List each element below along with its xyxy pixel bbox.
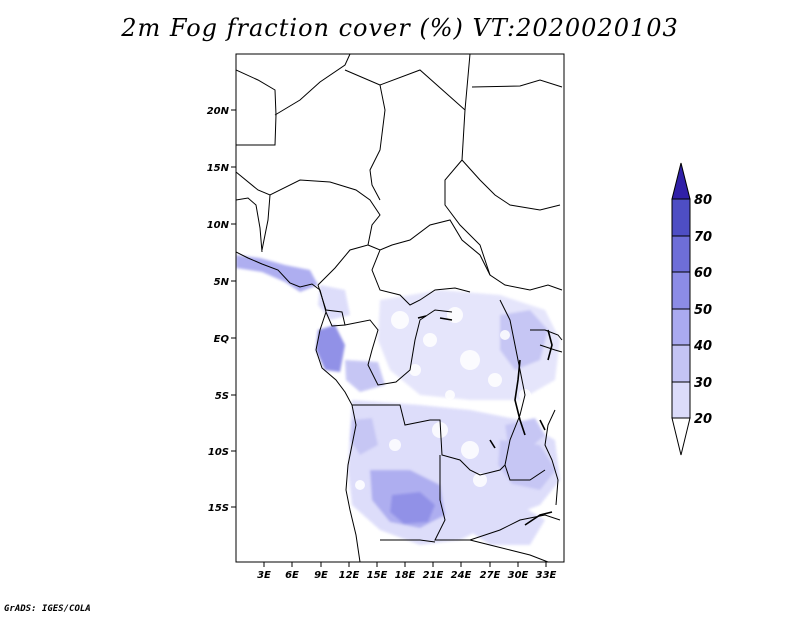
colorbar-segment (671, 344, 691, 383)
latitude-axis: 20N 15N 10N 5N EQ 5S 10S 15S (207, 106, 236, 514)
lat-label: 5N (214, 277, 230, 288)
fog-area-core-50 (390, 492, 435, 524)
lon-label: 18E (395, 570, 416, 581)
fog-gaps (355, 307, 531, 490)
lon-label: 9E (314, 570, 328, 581)
lon-label: 12E (339, 570, 360, 581)
lon-label: 33E (536, 570, 557, 581)
lat-label: 5S (215, 391, 229, 402)
colorbar-label: 40 (693, 339, 712, 354)
colorbar-top-cap (671, 162, 691, 200)
colorbar-label: 80 (694, 193, 712, 208)
fog-area-cameroon (318, 285, 350, 320)
lat-label: 10S (208, 447, 229, 458)
lon-label: 27E (480, 570, 501, 581)
lat-label: 20N (207, 106, 230, 117)
fog-area-coast (236, 255, 318, 292)
colorbar-label: 70 (694, 230, 712, 245)
fog-area-east-30 (498, 440, 556, 490)
lat-label: 15N (207, 163, 230, 174)
lakes (417, 315, 553, 526)
lon-label: 24E (451, 570, 472, 581)
colorbar-label: 60 (694, 266, 712, 281)
colorbar-label: 20 (694, 412, 712, 427)
colorbar-segment (671, 271, 691, 310)
fog-area-gabon (316, 325, 345, 372)
colorbar-segment (671, 198, 691, 237)
colorbar: 20 30 40 50 60 70 80 (671, 162, 712, 456)
lon-label: 6E (285, 570, 299, 581)
colorbar-bottom-cap (671, 417, 691, 456)
lat-label: 10N (207, 220, 230, 231)
lat-label: 15S (208, 503, 229, 514)
fog-area-lakes-30 (500, 310, 548, 370)
grads-credit: GrADS: IGES/COLA (4, 604, 91, 614)
fog-area-angola-coast (350, 418, 378, 455)
colorbar-segment (671, 308, 691, 346)
colorbar-segment (671, 381, 691, 419)
lon-label: 30E (508, 570, 529, 581)
lon-label: 15E (367, 570, 388, 581)
lon-label: 3E (257, 570, 271, 581)
fog-area-congo-coast (345, 360, 385, 392)
fog-shading (236, 255, 560, 545)
fog-area-se (468, 505, 545, 545)
longitude-axis: 3E 6E 9E 12E 15E 18E 21E 24E 27E 30E 33E (257, 562, 557, 581)
colorbar-label: 30 (694, 376, 712, 391)
map-frame (235, 53, 565, 563)
lon-label: 21E (423, 570, 444, 581)
colorbar-label: 50 (694, 303, 712, 318)
lat-label: EQ (214, 334, 230, 345)
country-borders (236, 54, 563, 562)
chart-title: 2m Fog fraction cover (%) VT:2020020103 (121, 14, 679, 42)
colorbar-segment (671, 235, 691, 273)
